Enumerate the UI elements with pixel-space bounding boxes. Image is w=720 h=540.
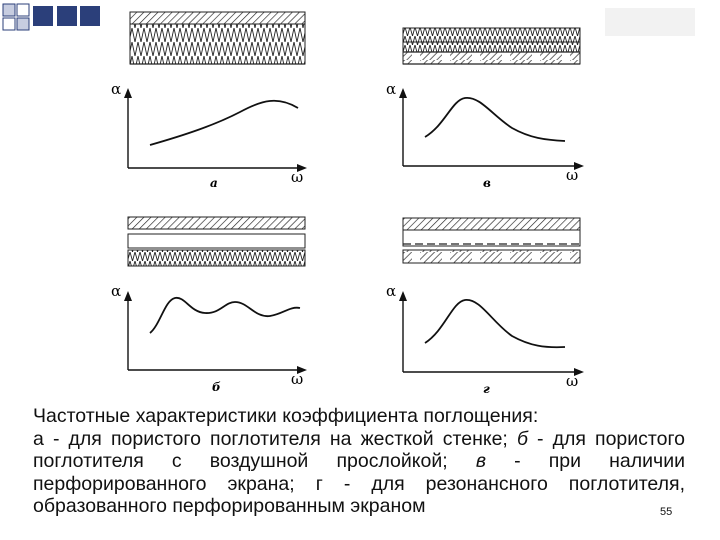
y-axis-label-a: α [111,80,122,98]
construction-a [129,11,306,65]
panel-letter-g: г [483,382,490,396]
y-axis-label-b: α [111,282,122,300]
panel-v [399,27,584,170]
caption-text-a: - для пористого поглотителя на жесткой с… [43,427,517,450]
construction-v [402,27,581,65]
caption-letter-g: г [315,472,323,495]
panel-letter-a: а [210,176,218,190]
x-axis-label-a: ω [291,168,304,186]
caption-text-v: - при наличии перфорированного экрана; [33,450,685,495]
caption-letter-v: в [475,450,486,472]
y-axis-label-v: α [386,80,397,98]
y-axis-label-g: α [386,282,397,300]
chart-b [124,291,307,374]
slide-decoration [2,3,100,31]
figure-caption: Частотные характеристики коэффициента по… [33,405,685,518]
x-axis-label-g: ω [566,372,579,390]
panel-letter-v: в [483,176,491,190]
slide-number: 55 [660,506,673,518]
panel-letter-b: б [212,380,221,394]
x-axis-label-v: ω [566,166,579,184]
caption-text-b: - для пористого поглотителя с воздушной … [33,427,685,473]
construction-b [127,216,306,267]
construction-g [402,217,581,264]
chart-g [399,291,584,376]
panel-g [399,217,584,376]
caption-body: а - для пористого поглотителя на жесткой… [33,428,685,518]
caption-letter-a: а [33,427,44,450]
caption-text-g: - для резонансного поглотителя, образова… [33,472,685,518]
panel-b [124,216,307,374]
chart-a [124,88,307,172]
chart-v [399,88,584,170]
x-axis-label-b: ω [291,370,304,388]
caption-title: Частотные характеристики коэффициента по… [33,405,539,427]
caption-letter-b: б [516,427,528,450]
panel-a [124,11,307,172]
